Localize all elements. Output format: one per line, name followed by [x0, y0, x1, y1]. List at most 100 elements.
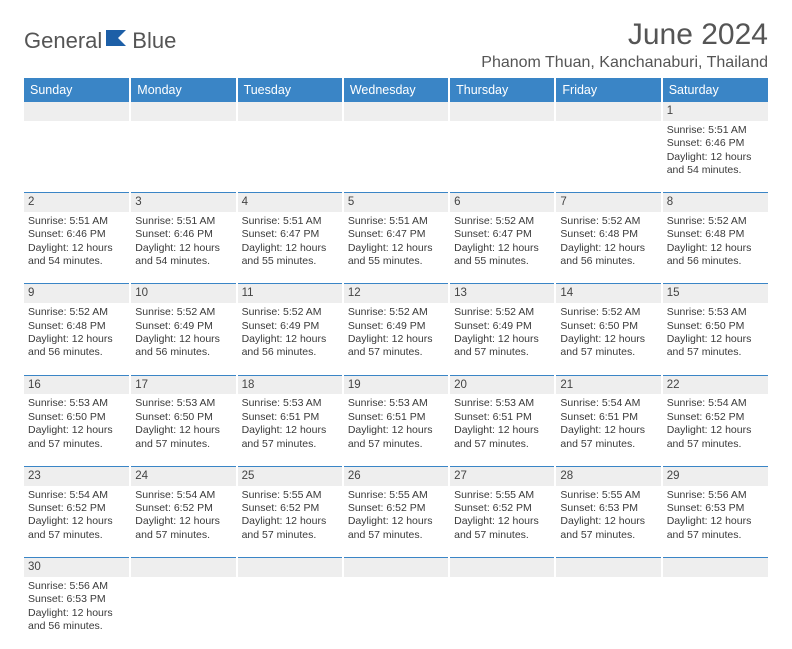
sunset-value: 6:53 PM	[599, 502, 638, 514]
sunrise: Sunrise: 5:55 AM	[348, 489, 444, 502]
sunrise-value: 5:56 AM	[708, 489, 747, 501]
sunset-value: 6:49 PM	[386, 320, 425, 332]
sunset-label: Sunset:	[560, 320, 599, 332]
sunrise-value: 5:56 AM	[69, 580, 108, 592]
sunrise-label: Sunrise:	[28, 580, 69, 592]
sunset: Sunset: 6:52 PM	[454, 502, 550, 515]
sunrise: Sunrise: 5:52 AM	[348, 306, 444, 319]
daylight-label: Daylight:	[348, 515, 392, 527]
daylight-label: Daylight:	[135, 242, 179, 254]
day-cell: Sunrise: 5:56 AMSunset: 6:53 PMDaylight:…	[662, 486, 768, 558]
sunset-value: 6:51 PM	[493, 411, 532, 423]
sunrise: Sunrise: 5:53 AM	[667, 306, 764, 319]
sunrise: Sunrise: 5:54 AM	[560, 397, 656, 410]
sunset: Sunset: 6:52 PM	[28, 502, 125, 515]
day-number: 27	[449, 466, 555, 485]
daylight: Daylight: 12 hours and 57 minutes.	[667, 333, 764, 360]
day-cell	[555, 121, 661, 193]
sunset-value: 6:47 PM	[280, 228, 319, 240]
sunset: Sunset: 6:52 PM	[667, 411, 764, 424]
sunrise: Sunrise: 5:53 AM	[135, 397, 231, 410]
daylight: Daylight: 12 hours and 56 minutes.	[28, 333, 125, 360]
sunrise: Sunrise: 5:56 AM	[28, 580, 125, 593]
day-cell	[449, 121, 555, 193]
sunset: Sunset: 6:53 PM	[560, 502, 656, 515]
daylight: Daylight: 12 hours and 57 minutes.	[242, 515, 338, 542]
weekday-header: Monday	[130, 78, 236, 102]
day-number	[449, 102, 555, 121]
sunrise-value: 5:55 AM	[283, 489, 322, 501]
sunrise: Sunrise: 5:51 AM	[348, 215, 444, 228]
sunset: Sunset: 6:50 PM	[560, 320, 656, 333]
sunrise-value: 5:51 AM	[177, 215, 216, 227]
sunrise-label: Sunrise:	[135, 397, 176, 409]
day-cell: Sunrise: 5:53 AMSunset: 6:50 PMDaylight:…	[24, 394, 130, 466]
day-number: 13	[449, 284, 555, 303]
day-number: 20	[449, 375, 555, 394]
day-cell	[662, 577, 768, 649]
sunrise-label: Sunrise:	[348, 306, 389, 318]
sunset-label: Sunset:	[28, 320, 67, 332]
sunrise-label: Sunrise:	[667, 215, 708, 227]
sunrise-value: 5:53 AM	[708, 306, 747, 318]
sunset-value: 6:52 PM	[493, 502, 532, 514]
daynum-row: 9101112131415	[24, 284, 768, 303]
sunset-label: Sunset:	[560, 228, 599, 240]
daylight: Daylight: 12 hours and 57 minutes.	[135, 424, 231, 451]
day-number: 12	[343, 284, 449, 303]
sunset-label: Sunset:	[454, 411, 493, 423]
daylight: Daylight: 12 hours and 54 minutes.	[135, 242, 231, 269]
sunrise: Sunrise: 5:55 AM	[560, 489, 656, 502]
day-number: 19	[343, 375, 449, 394]
day-number: 26	[343, 466, 449, 485]
location-subtitle: Phanom Thuan, Kanchanaburi, Thailand	[481, 54, 768, 72]
sunset-label: Sunset:	[242, 228, 281, 240]
sunrise: Sunrise: 5:54 AM	[135, 489, 231, 502]
day-number: 8	[662, 193, 768, 212]
sunset-label: Sunset:	[28, 228, 67, 240]
sunset-value: 6:48 PM	[67, 320, 106, 332]
sunrise: Sunrise: 5:52 AM	[667, 215, 764, 228]
sunrise: Sunrise: 5:51 AM	[242, 215, 338, 228]
daylight-label: Daylight:	[242, 515, 286, 527]
day-cell: Sunrise: 5:52 AMSunset: 6:50 PMDaylight:…	[555, 303, 661, 375]
sunset-label: Sunset:	[135, 320, 174, 332]
sunrise-value: 5:52 AM	[496, 306, 535, 318]
daylight: Daylight: 12 hours and 57 minutes.	[28, 424, 125, 451]
sunrise-value: 5:51 AM	[389, 215, 428, 227]
sunset-value: 6:48 PM	[599, 228, 638, 240]
sunrise-label: Sunrise:	[348, 489, 389, 501]
sunrise-label: Sunrise:	[454, 397, 495, 409]
daylight-label: Daylight:	[560, 515, 604, 527]
brand-logo: General Blue	[24, 28, 176, 54]
day-content-row: Sunrise: 5:56 AMSunset: 6:53 PMDaylight:…	[24, 577, 768, 649]
sunset-value: 6:51 PM	[386, 411, 425, 423]
sunrise: Sunrise: 5:51 AM	[135, 215, 231, 228]
sunrise-value: 5:55 AM	[389, 489, 428, 501]
day-cell: Sunrise: 5:56 AMSunset: 6:53 PMDaylight:…	[24, 577, 130, 649]
sunset-label: Sunset:	[454, 502, 493, 514]
day-cell: Sunrise: 5:55 AMSunset: 6:52 PMDaylight:…	[237, 486, 343, 558]
sunset: Sunset: 6:53 PM	[28, 593, 125, 606]
sunset: Sunset: 6:52 PM	[242, 502, 338, 515]
daylight: Daylight: 12 hours and 57 minutes.	[135, 515, 231, 542]
day-cell	[24, 121, 130, 193]
weekday-header: Sunday	[24, 78, 130, 102]
daylight: Daylight: 12 hours and 56 minutes.	[667, 242, 764, 269]
sunset-label: Sunset:	[348, 228, 387, 240]
sunset-value: 6:46 PM	[174, 228, 213, 240]
day-content-row: Sunrise: 5:51 AMSunset: 6:46 PMDaylight:…	[24, 121, 768, 193]
sunrise-value: 5:52 AM	[389, 306, 428, 318]
sunset-value: 6:46 PM	[705, 137, 744, 149]
day-cell: Sunrise: 5:52 AMSunset: 6:48 PMDaylight:…	[24, 303, 130, 375]
daylight-label: Daylight:	[667, 333, 711, 345]
day-number: 9	[24, 284, 130, 303]
daylight-label: Daylight:	[242, 424, 286, 436]
day-cell	[449, 577, 555, 649]
sunrise: Sunrise: 5:52 AM	[28, 306, 125, 319]
sunrise: Sunrise: 5:53 AM	[242, 397, 338, 410]
daylight: Daylight: 12 hours and 56 minutes.	[28, 607, 125, 634]
sunrise: Sunrise: 5:53 AM	[454, 397, 550, 410]
day-cell: Sunrise: 5:55 AMSunset: 6:52 PMDaylight:…	[449, 486, 555, 558]
brand-word1: General	[24, 28, 102, 54]
